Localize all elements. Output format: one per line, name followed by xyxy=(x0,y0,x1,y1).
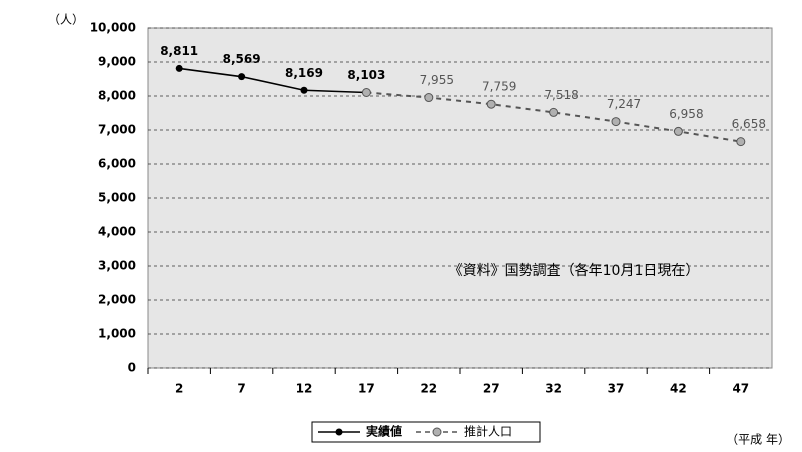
y-tick-label: 8,000 xyxy=(98,89,136,103)
marker xyxy=(424,93,434,103)
marker xyxy=(361,87,371,97)
data-label: 8,569 xyxy=(223,52,261,66)
data-label: 8,811 xyxy=(160,44,198,58)
marker xyxy=(238,73,246,81)
x-tick-label: 37 xyxy=(608,382,625,396)
x-tick-label: 7 xyxy=(237,382,245,396)
x-axis-label: （平成 年） xyxy=(726,433,790,447)
legend-label: 実績値 xyxy=(366,424,402,439)
marker xyxy=(300,86,308,94)
x-tick-label: 27 xyxy=(483,382,500,396)
data-label: 7,247 xyxy=(607,97,641,111)
y-tick-label: 10,000 xyxy=(90,21,136,35)
y-tick-label: 3,000 xyxy=(98,259,136,273)
x-tick-label: 12 xyxy=(296,382,313,396)
marker xyxy=(673,126,683,136)
x-tick-label: 32 xyxy=(545,382,562,396)
annotation: 《資料》国勢調査（各年10月1日現在） xyxy=(449,263,700,279)
x-tick-label: 17 xyxy=(358,382,375,396)
y-tick-label: 7,000 xyxy=(98,123,136,137)
x-tick-label: 22 xyxy=(420,382,437,396)
data-label: 7,518 xyxy=(544,88,578,102)
data-label: 8,103 xyxy=(347,68,385,82)
data-label: 7,955 xyxy=(420,73,454,87)
y-tick-label: 6,000 xyxy=(98,157,136,171)
legend-marker xyxy=(335,428,343,436)
x-tick-label: 47 xyxy=(732,382,749,396)
y-tick-label: 4,000 xyxy=(98,225,136,239)
data-label: 8,169 xyxy=(285,66,323,80)
series-line xyxy=(179,67,367,94)
legend-marker xyxy=(432,427,442,437)
x-tick-label: 2 xyxy=(175,382,183,396)
marker xyxy=(175,64,183,72)
x-tick-label: 42 xyxy=(670,382,687,396)
data-label: 6,958 xyxy=(669,107,703,121)
y-tick-label: 9,000 xyxy=(98,55,136,69)
y-tick-label: 1,000 xyxy=(98,327,136,341)
annotation-box xyxy=(412,256,762,286)
data-label: 6,658 xyxy=(732,117,766,131)
y-tick-label: 2,000 xyxy=(98,293,136,307)
marker xyxy=(611,117,621,127)
data-label: 7,759 xyxy=(482,80,516,94)
marker xyxy=(486,99,496,109)
marker xyxy=(549,107,559,117)
legend-label: 推計人口 xyxy=(464,424,512,439)
marker xyxy=(736,137,746,147)
y-tick-label: 5,000 xyxy=(98,191,136,205)
y-axis-label: （人） xyxy=(48,13,84,27)
y-tick-label: 0 xyxy=(128,361,136,375)
